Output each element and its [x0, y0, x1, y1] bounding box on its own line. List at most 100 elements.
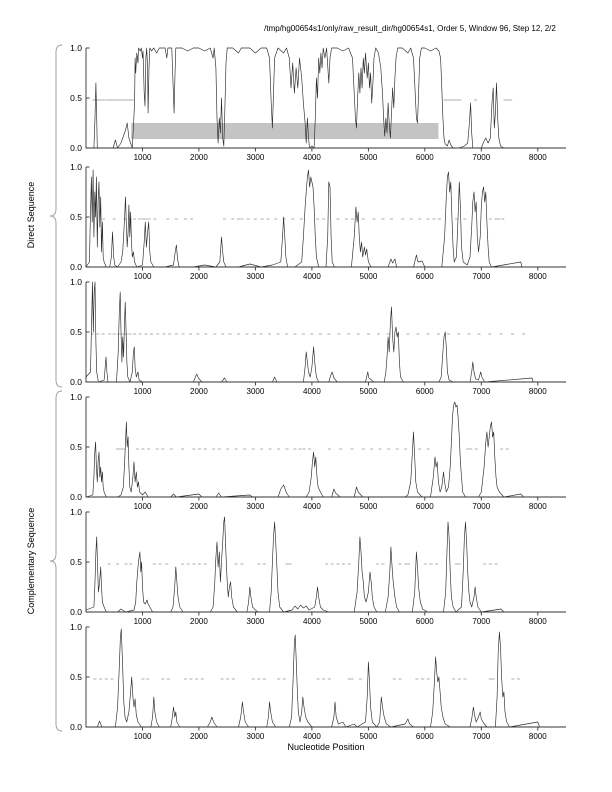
x-tick-label: 8000 [529, 387, 547, 396]
x-tick-label: 4000 [303, 617, 321, 626]
x-tick-label: 3000 [247, 617, 265, 626]
y-tick-label: 0.5 [70, 672, 82, 682]
axis-frame [85, 397, 566, 498]
x-tick-label: 2000 [190, 153, 208, 162]
x-tick-label: 2000 [190, 732, 208, 741]
x-tick-label: 5000 [360, 153, 378, 162]
x-tick-label: 1000 [134, 732, 152, 741]
panel-plot-direct-2: 1000 2000 3000 4000 5000 6000 7000 8000 0.0 0.5 1.… [70, 162, 566, 281]
x-tick-label: 7000 [472, 153, 490, 162]
x-tick-label: 5000 [360, 272, 378, 281]
y-tick-label: 1.0 [70, 622, 82, 632]
y-tick-label: 0.5 [70, 93, 82, 103]
x-ticks: 1000 2000 3000 4000 5000 6000 7000 8000 [134, 497, 547, 511]
x-tick-label: 6000 [416, 732, 434, 741]
y-tick-label: 0.0 [70, 143, 82, 153]
y-tick-label: 0.5 [70, 442, 82, 452]
x-tick-label: 8000 [529, 502, 547, 511]
x-tick-label: 7000 [472, 272, 490, 281]
x-tick-label: 1000 [134, 387, 152, 396]
y-tick-label: 0.0 [70, 722, 82, 732]
probability-trace [85, 516, 566, 613]
probability-trace [85, 169, 566, 268]
x-ticks: 1000 2000 3000 4000 5000 6000 7000 8000 [134, 382, 547, 396]
x-tick-label: 3000 [247, 272, 265, 281]
y-tick-label: 0.0 [70, 607, 82, 617]
x-tick-label: 7000 [472, 502, 490, 511]
x-tick-label: 6000 [416, 617, 434, 626]
panel-plot-complementary-1: 1000 2000 3000 4000 5000 6000 7000 8000 0.0 0.5 1.… [70, 392, 566, 511]
x-tick-label: 7000 [472, 732, 490, 741]
axis-frame [85, 512, 566, 613]
x-ticks: 1000 2000 3000 4000 5000 6000 7000 8000 [134, 612, 547, 626]
x-tick-label: 5000 [360, 732, 378, 741]
y-ticks: 0.0 0.5 1.0 [70, 43, 90, 153]
axis-frame [85, 282, 566, 383]
x-tick-label: 7000 [472, 387, 490, 396]
x-tick-label: 4000 [303, 153, 321, 162]
panel-plot-complementary-3: 1000 2000 3000 4000 5000 6000 7000 8000 0.0 0.5 1.… [70, 622, 566, 741]
x-tick-label: 6000 [416, 387, 434, 396]
y-tick-label: 0.5 [70, 557, 82, 567]
y-tick-label: 0.0 [70, 492, 82, 502]
y-ticks: 0.0 0.5 1.0 [70, 507, 90, 617]
x-tick-label: 6000 [416, 502, 434, 511]
plot-title: /tmp/hg00654s1/only/raw_result_dir/hg006… [264, 24, 556, 33]
x-tick-label: 2000 [190, 617, 208, 626]
x-tick-label: 2000 [190, 502, 208, 511]
x-tick-label: 3000 [247, 387, 265, 396]
x-tick-label: 5000 [360, 502, 378, 511]
probability-trace [85, 401, 566, 498]
y-tick-label: 1.0 [70, 277, 82, 287]
complementary-group-brace [49, 390, 63, 732]
x-tick-label: 3000 [247, 502, 265, 511]
panel-plot-direct-3: 1000 2000 3000 4000 5000 6000 7000 8000 0.0 0.5 1.… [70, 277, 566, 396]
complementary-sequence-label: Complementary Sequence [26, 507, 36, 615]
x-tick-label: 3000 [247, 153, 265, 162]
x-tick-label: 1000 [134, 272, 152, 281]
x-tick-label: 6000 [416, 153, 434, 162]
x-tick-label: 4000 [303, 387, 321, 396]
brace-path [49, 390, 63, 732]
x-tick-label: 8000 [529, 732, 547, 741]
probability-trace [86, 47, 566, 149]
x-tick-label: 2000 [190, 387, 208, 396]
x-tick-label: 2000 [190, 272, 208, 281]
axis-frame [85, 167, 566, 268]
y-tick-label: 1.0 [70, 162, 82, 172]
y-tick-label: 1.0 [70, 392, 82, 402]
y-tick-label: 1.0 [70, 507, 82, 517]
x-tick-label: 1000 [134, 153, 152, 162]
x-tick-label: 4000 [303, 732, 321, 741]
x-tick-label: 3000 [247, 732, 265, 741]
panel-plot-direct-1: 1000 2000 3000 4000 5000 6000 7000 8000 0.0 0.5 1.… [70, 43, 566, 162]
y-tick-label: 0.0 [70, 262, 82, 272]
panel-plot-complementary-2: 1000 2000 3000 4000 5000 6000 7000 8000 0.0 0.5 1.… [70, 507, 566, 626]
x-tick-label: 4000 [303, 502, 321, 511]
y-tick-label: 0.5 [70, 327, 82, 337]
y-ticks: 0.0 0.5 1.0 [70, 622, 90, 732]
y-tick-label: 0.0 [70, 377, 82, 387]
direct-sequence-label: Direct Sequence [26, 181, 36, 249]
x-tick-label: 1000 [134, 502, 152, 511]
x-tick-label: 8000 [529, 617, 547, 626]
x-tick-label: 1000 [134, 617, 152, 626]
y-ticks: 0.0 0.5 1.0 [70, 277, 90, 387]
y-ticks: 0.0 0.5 1.0 [70, 162, 90, 272]
direct-group-brace [49, 44, 63, 388]
y-ticks: 0.0 0.5 1.0 [70, 392, 90, 502]
x-tick-label: 5000 [360, 617, 378, 626]
x-ticks: 1000 2000 3000 4000 5000 6000 7000 8000 [134, 148, 547, 162]
x-ticks: 1000 2000 3000 4000 5000 6000 7000 8000 [134, 727, 547, 741]
x-axis-label: Nucleotide Position [287, 742, 365, 752]
gene-region-band [131, 123, 439, 139]
x-tick-label: 8000 [529, 272, 547, 281]
axis-frame [85, 627, 566, 728]
brace-path [49, 44, 63, 388]
x-tick-label: 8000 [529, 153, 547, 162]
x-tick-label: 6000 [416, 272, 434, 281]
probability-trace [86, 628, 566, 728]
x-ticks: 1000 2000 3000 4000 5000 6000 7000 8000 [134, 267, 547, 281]
y-tick-label: 1.0 [70, 43, 82, 53]
